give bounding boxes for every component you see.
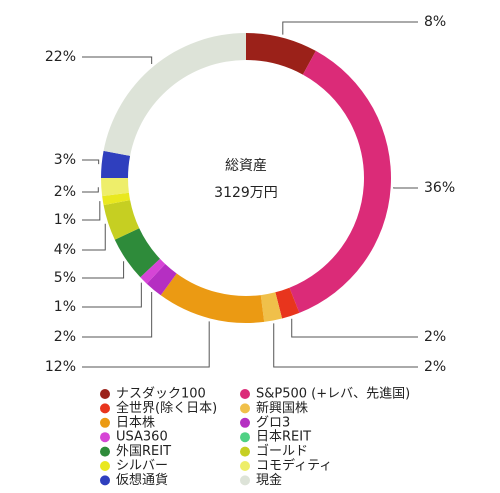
- legend-swatch: [100, 461, 110, 471]
- donut-segment: [101, 178, 129, 197]
- legend-label: 日本株: [116, 415, 155, 430]
- leader-line: [82, 159, 100, 165]
- value-label: 12%: [45, 359, 76, 375]
- legend-swatch: [240, 432, 250, 443]
- donut-segment: [275, 287, 300, 319]
- leader-line: [291, 318, 418, 338]
- donut-segment: [160, 273, 265, 323]
- donut-segment: [103, 32, 246, 156]
- center-value: 3129万円: [214, 185, 278, 201]
- value-label: 22%: [45, 49, 76, 65]
- leader-line: [82, 201, 101, 221]
- legend-swatch: [100, 389, 110, 399]
- legend-label: ナスダック100: [116, 387, 206, 402]
- legend-label: 外国REIT: [116, 444, 171, 459]
- value-label: 2%: [54, 329, 76, 345]
- leader-line: [82, 187, 99, 193]
- leader-line: [82, 223, 106, 251]
- legend-swatch: [100, 403, 110, 414]
- legend-swatch: [240, 417, 250, 428]
- leader-line: [273, 323, 418, 368]
- leader-line: [82, 292, 153, 338]
- legend-label: USA360: [116, 430, 168, 445]
- value-label: 1%: [54, 212, 76, 228]
- legend-label: 日本REIT: [256, 430, 311, 445]
- donut-segment: [103, 200, 140, 240]
- legend: ナスダック100 S&P500 (+レバ、先進国) 全世界(除く日本) 新興国株日本株…: [100, 387, 410, 488]
- value-label: 5%: [54, 270, 76, 286]
- center-title: 総資産: [225, 158, 267, 174]
- donut-segment: [246, 33, 316, 75]
- legend-swatch: [100, 432, 110, 443]
- leader-line: [393, 187, 418, 189]
- donut-segment: [102, 192, 131, 206]
- value-label: 4%: [54, 242, 76, 258]
- value-label: 3%: [54, 152, 76, 168]
- donut-segment: [101, 150, 131, 178]
- legend-label: 全世界(除く日本): [116, 400, 217, 416]
- value-label: 2%: [424, 359, 446, 375]
- legend-label: 新興国株: [256, 400, 308, 416]
- leader-line: [82, 282, 142, 308]
- legend-label: シルバー: [116, 459, 168, 474]
- legend-label: 現金: [256, 472, 282, 488]
- legend-label: コモディティ: [256, 458, 332, 474]
- legend-label: 仮想通貨: [116, 472, 168, 488]
- legend-swatch: [240, 446, 250, 457]
- donut-segment: [114, 228, 160, 278]
- legend-swatch: [240, 389, 250, 399]
- legend-swatch: [100, 446, 110, 457]
- legend-swatch: [240, 475, 250, 486]
- value-label: 2%: [424, 329, 446, 345]
- donut-segment: [140, 258, 166, 284]
- legend-swatch: [100, 417, 110, 428]
- donut-segment: [289, 50, 391, 313]
- value-label: 36%: [424, 180, 455, 196]
- legend-swatch: [240, 403, 250, 414]
- leader-line: [82, 56, 153, 64]
- value-label: 1%: [54, 299, 76, 315]
- donut-segment: [146, 264, 177, 296]
- legend-label: S&P500 (+レバ、先進国): [256, 387, 410, 402]
- legend-label: ゴールド: [256, 443, 308, 459]
- leader-line: [82, 321, 210, 368]
- value-label: 2%: [54, 184, 76, 200]
- leader-line: [82, 261, 125, 279]
- legend-swatch: [100, 475, 110, 486]
- value-label: 8%: [424, 14, 446, 30]
- legend-swatch: [240, 461, 250, 471]
- leader-line: [282, 21, 418, 35]
- legend-label: グロ3: [256, 415, 290, 430]
- donut-segment: [260, 292, 283, 322]
